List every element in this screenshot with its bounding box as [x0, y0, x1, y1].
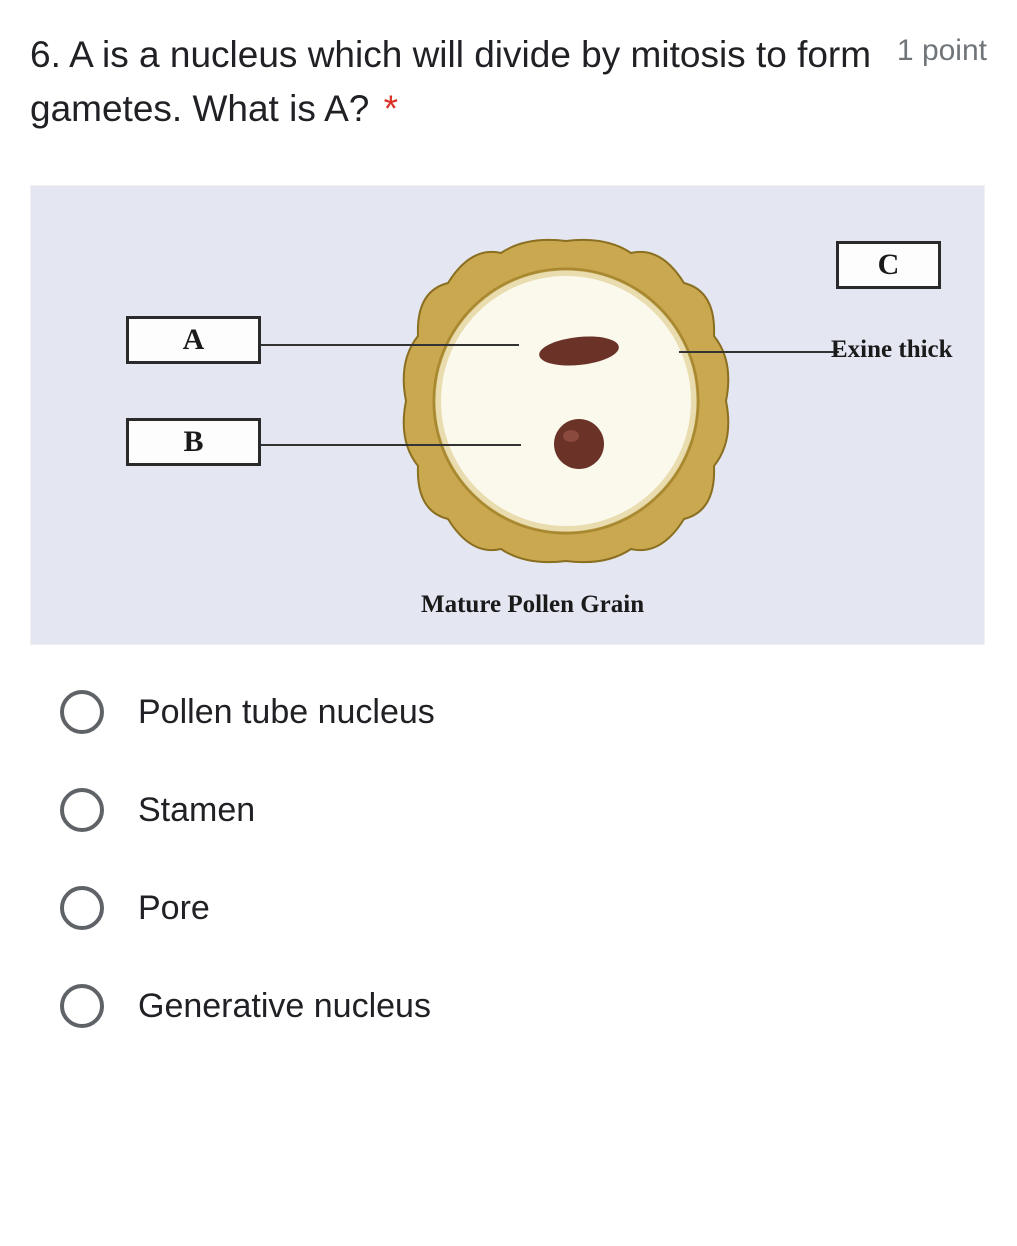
diagram-caption: Mature Pollen Grain: [421, 591, 644, 619]
option-row[interactable]: Pore: [60, 886, 987, 930]
question-number: 6.: [30, 34, 61, 75]
leader-line-b: [261, 444, 521, 446]
question-body: A is a nucleus which will divide by mito…: [30, 34, 871, 129]
option-row[interactable]: Generative nucleus: [60, 984, 987, 1028]
diagram-label-c: C: [836, 241, 941, 289]
diagram-label-a: A: [126, 316, 261, 364]
option-label: Pore: [138, 889, 210, 928]
option-label: Pollen tube nucleus: [138, 693, 435, 732]
option-label: Stamen: [138, 791, 255, 830]
required-star-icon: *: [384, 88, 398, 129]
exine-thick-label: Exine thick: [831, 336, 953, 364]
question-text: 6. A is a nucleus which will divide by m…: [30, 28, 889, 135]
option-row[interactable]: Stamen: [60, 788, 987, 832]
leader-line-a: [261, 344, 519, 346]
radio-icon[interactable]: [60, 788, 104, 832]
diagram-label-b: B: [126, 418, 261, 466]
points-label: 1 point: [889, 28, 987, 68]
leader-line-c: [679, 351, 839, 353]
pollen-diagram: A B C Exine thick Mature Pollen Grain: [30, 185, 985, 645]
radio-icon[interactable]: [60, 690, 104, 734]
question-header: 6. A is a nucleus which will divide by m…: [30, 28, 987, 135]
radio-icon[interactable]: [60, 984, 104, 1028]
options-group: Pollen tube nucleus Stamen Pore Generati…: [30, 690, 987, 1028]
option-row[interactable]: Pollen tube nucleus: [60, 690, 987, 734]
radio-icon[interactable]: [60, 886, 104, 930]
option-label: Generative nucleus: [138, 987, 431, 1026]
